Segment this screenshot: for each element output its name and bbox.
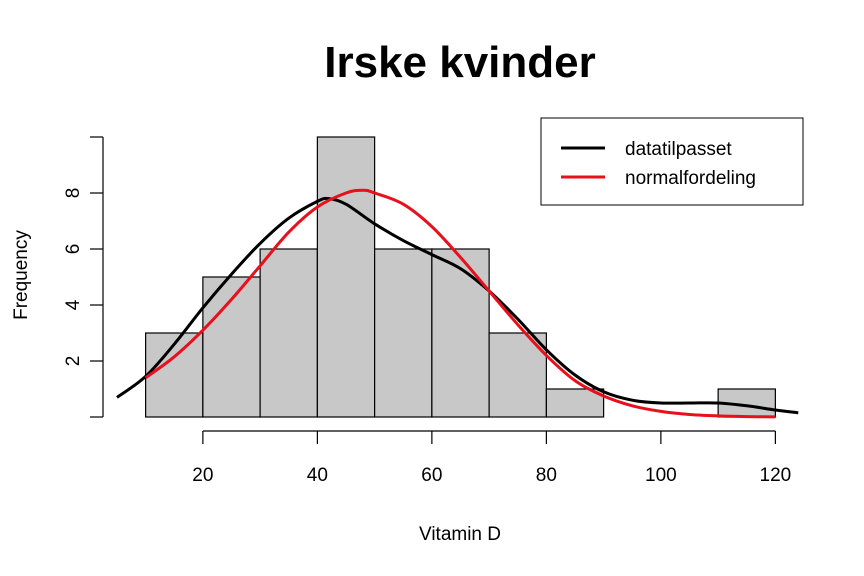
legend: datatilpasset normalfordeling — [540, 117, 804, 206]
x-axis-label: Vitamin D — [419, 524, 501, 545]
x-axis: 20 40 60 80 100 120 — [192, 430, 792, 486]
x-tick-label: 120 — [760, 465, 792, 486]
histogram-bar — [145, 332, 204, 418]
histogram-bar — [545, 388, 605, 418]
y-tick-label: 2 — [63, 356, 84, 367]
chart-title: Irske kvinder — [324, 38, 596, 87]
x-tick-label: 20 — [192, 465, 213, 486]
legend-label-normalfordeling: normalfordeling — [625, 168, 756, 189]
histogram-bar — [316, 136, 376, 418]
density-curves — [116, 188, 799, 419]
x-tick-label: 60 — [421, 465, 442, 486]
y-tick-label: 6 — [63, 244, 84, 255]
curve-normalfordeling — [144, 188, 776, 419]
x-tick-label: 100 — [645, 465, 677, 486]
x-tick-label: 80 — [536, 465, 557, 486]
legend-box — [540, 117, 804, 206]
legend-label-datatilpasset: datatilpasset — [625, 139, 732, 160]
y-axis: 2 4 6 8 — [63, 136, 104, 418]
x-tick-label: 40 — [307, 465, 328, 486]
y-axis-label: Frequency — [11, 230, 32, 320]
curve-datatilpasset — [116, 196, 799, 415]
histogram-bar — [431, 248, 490, 418]
y-tick-label: 4 — [63, 299, 84, 310]
histogram-bar — [259, 248, 318, 418]
y-tick-label: 8 — [63, 188, 84, 199]
histogram-bar — [374, 248, 433, 418]
histogram-bars — [145, 136, 776, 418]
